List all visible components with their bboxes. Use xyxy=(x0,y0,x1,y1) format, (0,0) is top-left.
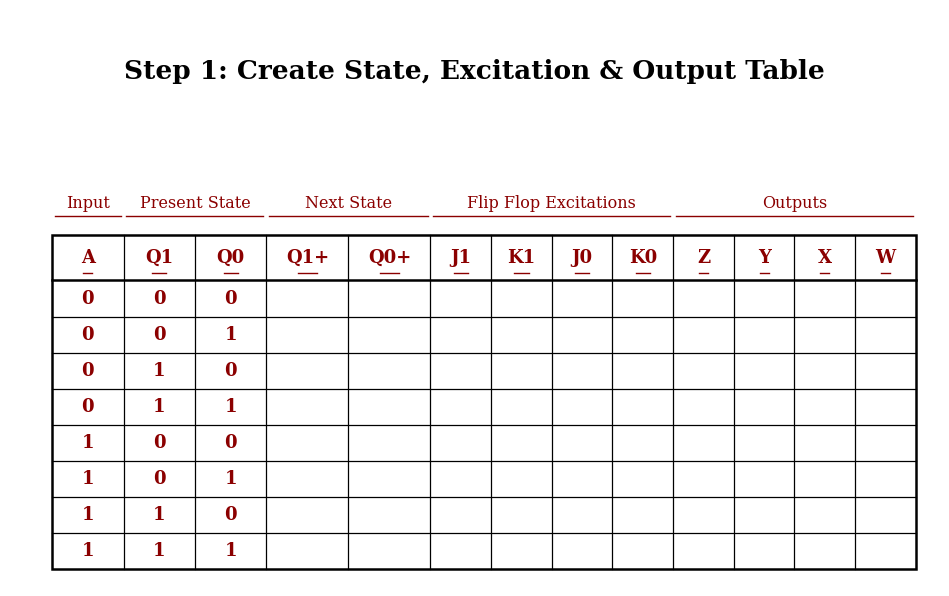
Text: Present State: Present State xyxy=(140,194,251,212)
Text: 0: 0 xyxy=(82,362,94,380)
Text: 0: 0 xyxy=(82,325,94,344)
Text: 0: 0 xyxy=(153,290,165,308)
Text: Outputs: Outputs xyxy=(762,194,828,212)
Text: 0: 0 xyxy=(153,434,165,452)
Text: 1: 1 xyxy=(82,542,94,560)
Text: Q1+: Q1+ xyxy=(286,249,329,267)
Text: Z: Z xyxy=(697,249,710,267)
Text: 1: 1 xyxy=(82,506,94,524)
Text: 1: 1 xyxy=(153,542,165,560)
Text: X: X xyxy=(818,249,832,267)
Text: 1: 1 xyxy=(224,325,237,344)
Text: 0: 0 xyxy=(224,434,237,452)
Text: Q0: Q0 xyxy=(216,249,245,267)
Text: 0: 0 xyxy=(82,398,94,416)
Text: 0: 0 xyxy=(224,362,237,380)
Text: 0: 0 xyxy=(153,470,165,488)
Text: Flip Flop Excitations: Flip Flop Excitations xyxy=(467,194,636,212)
Text: 1: 1 xyxy=(82,434,94,452)
Text: 0: 0 xyxy=(82,290,94,308)
Text: Y: Y xyxy=(757,249,771,267)
Text: J0: J0 xyxy=(571,249,593,267)
Text: 0: 0 xyxy=(224,290,237,308)
Text: Q1: Q1 xyxy=(145,249,174,267)
Text: 1: 1 xyxy=(153,398,165,416)
Text: 0: 0 xyxy=(153,325,165,344)
Text: 1: 1 xyxy=(224,542,237,560)
Text: 1: 1 xyxy=(153,506,165,524)
Text: 1: 1 xyxy=(224,398,237,416)
Text: W: W xyxy=(875,249,896,267)
Text: J1: J1 xyxy=(450,249,472,267)
Text: Next State: Next State xyxy=(305,194,392,212)
Text: 1: 1 xyxy=(153,362,165,380)
Text: 1: 1 xyxy=(82,470,94,488)
Text: Step 1: Create State, Excitation & Output Table: Step 1: Create State, Excitation & Outpu… xyxy=(124,59,825,84)
Text: K1: K1 xyxy=(508,249,535,267)
Bar xyxy=(52,235,916,569)
Text: Input: Input xyxy=(65,194,110,212)
Text: K0: K0 xyxy=(628,249,657,267)
Text: 0: 0 xyxy=(224,506,237,524)
Text: A: A xyxy=(81,249,95,267)
Text: Q0+: Q0+ xyxy=(368,249,411,267)
Text: 1: 1 xyxy=(224,470,237,488)
